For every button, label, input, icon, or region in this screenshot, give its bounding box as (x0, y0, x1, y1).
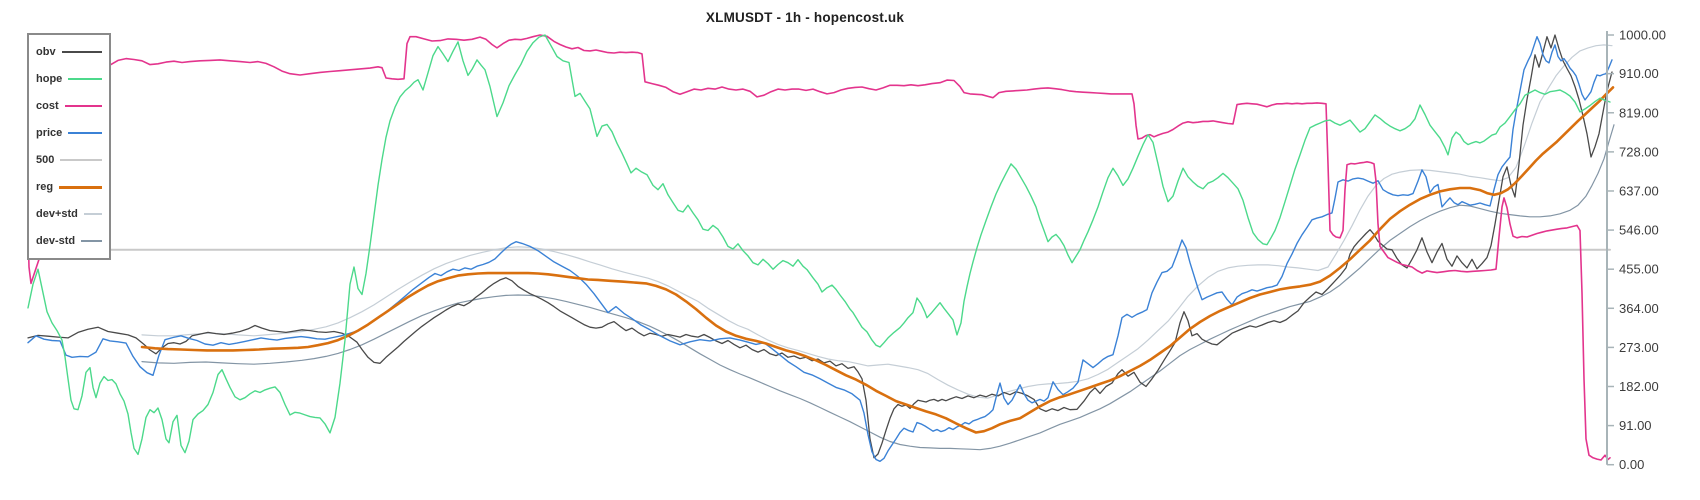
legend-item-dev-std[interactable]: dev+std (36, 203, 102, 225)
legend-label: obv (36, 45, 56, 58)
legend-label: price (36, 126, 63, 139)
legend-item-dev-std[interactable]: dev-std (36, 230, 102, 252)
chart-title: XLMUSDT - 1h - hopencost.uk (705, 10, 905, 25)
y-axis-tick-label: 0.00 (1619, 457, 1644, 472)
y-axis-tick-label: 364.00 (1619, 301, 1659, 316)
y-axis-tick-label: 728.00 (1619, 144, 1659, 159)
legend-swatch-dev-std (81, 240, 102, 243)
legend-label: dev+std (36, 208, 78, 221)
legend-label: dev-std (36, 235, 76, 248)
y-axis-tick-label: 182.00 (1619, 379, 1659, 394)
y-axis-tick-label: 1000.00 (1619, 28, 1666, 43)
series-cost-line (27, 34, 1611, 461)
series-reg-line (140, 86, 1615, 434)
legend-item-price[interactable]: price (36, 122, 102, 144)
y-axis-tick-label: 91.00 (1619, 418, 1652, 433)
legend-swatch-dev-std (83, 213, 102, 216)
y-axis-tick-label: 546.00 (1619, 223, 1659, 238)
series-dev-std-line (141, 124, 1615, 451)
y-axis-tick-label: 819.00 (1619, 105, 1659, 120)
legend-item-500[interactable]: 500 (36, 149, 102, 171)
y-axis-tick-label: 455.00 (1619, 262, 1659, 277)
y-axis-tick-label: 910.00 (1619, 66, 1659, 81)
y-axis-tick-label: 273.00 (1619, 340, 1659, 355)
legend-item-reg[interactable]: reg (36, 176, 102, 198)
legend: obv hope cost price 500 reg dev+std dev-std (27, 33, 111, 260)
legend-swatch-price (68, 131, 102, 134)
legend-item-obv[interactable]: obv (36, 41, 102, 63)
legend-swatch-hope (68, 77, 102, 80)
legend-label: reg (36, 181, 54, 194)
legend-label: cost (36, 99, 59, 112)
legend-swatch-obv (61, 50, 102, 53)
series-dev+std-line (141, 44, 1613, 399)
series-obv-line (27, 34, 1613, 459)
legend-swatch-500 (60, 159, 102, 162)
legend-label: hope (36, 72, 63, 85)
legend-item-cost[interactable]: cost (36, 95, 102, 117)
legend-item-hope[interactable]: hope (36, 68, 102, 90)
legend-swatch-reg (59, 185, 102, 189)
series-hope-line (27, 34, 1611, 456)
legend-swatch-cost (64, 104, 102, 107)
legend-label: 500 (36, 154, 55, 167)
y-axis-tick-label: 637.00 (1619, 183, 1659, 198)
